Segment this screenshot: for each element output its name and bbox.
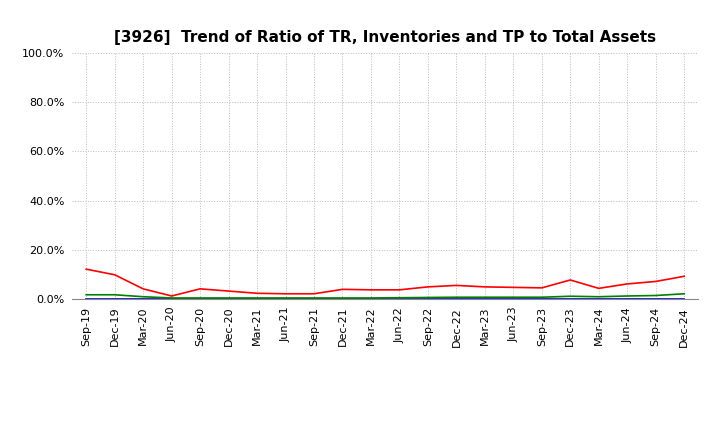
- Trade Receivables: [110, 272, 119, 278]
- Trade Receivables: [480, 284, 489, 290]
- Trade Payables: [623, 293, 631, 299]
- Inventories: [82, 297, 91, 302]
- Inventories: [282, 297, 290, 302]
- Line: Trade Payables: Trade Payables: [86, 294, 684, 298]
- Trade Receivables: [366, 287, 375, 293]
- Inventories: [110, 297, 119, 302]
- Trade Payables: [253, 295, 261, 301]
- Trade Receivables: [225, 289, 233, 294]
- Title: [3926]  Trend of Ratio of TR, Inventories and TP to Total Assets: [3926] Trend of Ratio of TR, Inventories…: [114, 29, 656, 45]
- Trade Receivables: [253, 291, 261, 296]
- Trade Payables: [139, 294, 148, 299]
- Trade Receivables: [82, 267, 91, 272]
- Trade Payables: [395, 295, 404, 301]
- Trade Payables: [282, 295, 290, 301]
- Inventories: [338, 297, 347, 302]
- Trade Payables: [537, 295, 546, 300]
- Line: Trade Receivables: Trade Receivables: [86, 269, 684, 296]
- Trade Receivables: [196, 286, 204, 291]
- Inventories: [509, 297, 518, 302]
- Inventories: [480, 297, 489, 302]
- Inventories: [253, 297, 261, 302]
- Inventories: [366, 297, 375, 302]
- Trade Receivables: [282, 291, 290, 297]
- Inventories: [652, 297, 660, 302]
- Trade Receivables: [595, 286, 603, 291]
- Trade Receivables: [566, 277, 575, 282]
- Trade Receivables: [395, 287, 404, 293]
- Inventories: [566, 297, 575, 302]
- Trade Receivables: [139, 286, 148, 291]
- Trade Receivables: [680, 274, 688, 279]
- Trade Receivables: [167, 293, 176, 299]
- Trade Payables: [225, 295, 233, 301]
- Trade Payables: [338, 295, 347, 301]
- Inventories: [452, 297, 461, 302]
- Trade Payables: [652, 293, 660, 298]
- Trade Payables: [480, 295, 489, 300]
- Inventories: [680, 297, 688, 302]
- Inventories: [139, 297, 148, 302]
- Inventories: [537, 297, 546, 302]
- Trade Receivables: [537, 285, 546, 290]
- Trade Receivables: [310, 291, 318, 297]
- Inventories: [395, 297, 404, 302]
- Inventories: [423, 297, 432, 302]
- Trade Payables: [595, 294, 603, 299]
- Trade Payables: [167, 295, 176, 301]
- Trade Payables: [423, 295, 432, 300]
- Trade Payables: [310, 295, 318, 301]
- Trade Payables: [452, 295, 461, 300]
- Inventories: [225, 297, 233, 302]
- Trade Receivables: [652, 279, 660, 284]
- Trade Receivables: [623, 281, 631, 286]
- Trade Payables: [566, 293, 575, 299]
- Trade Receivables: [338, 287, 347, 292]
- Inventories: [623, 297, 631, 302]
- Inventories: [595, 297, 603, 302]
- Inventories: [310, 297, 318, 302]
- Trade Payables: [82, 292, 91, 297]
- Inventories: [167, 297, 176, 302]
- Inventories: [196, 297, 204, 302]
- Trade Receivables: [452, 283, 461, 288]
- Trade Receivables: [509, 285, 518, 290]
- Trade Payables: [680, 291, 688, 297]
- Trade Receivables: [423, 284, 432, 290]
- Trade Payables: [509, 295, 518, 300]
- Trade Payables: [196, 295, 204, 301]
- Trade Payables: [110, 292, 119, 297]
- Trade Payables: [366, 295, 375, 301]
